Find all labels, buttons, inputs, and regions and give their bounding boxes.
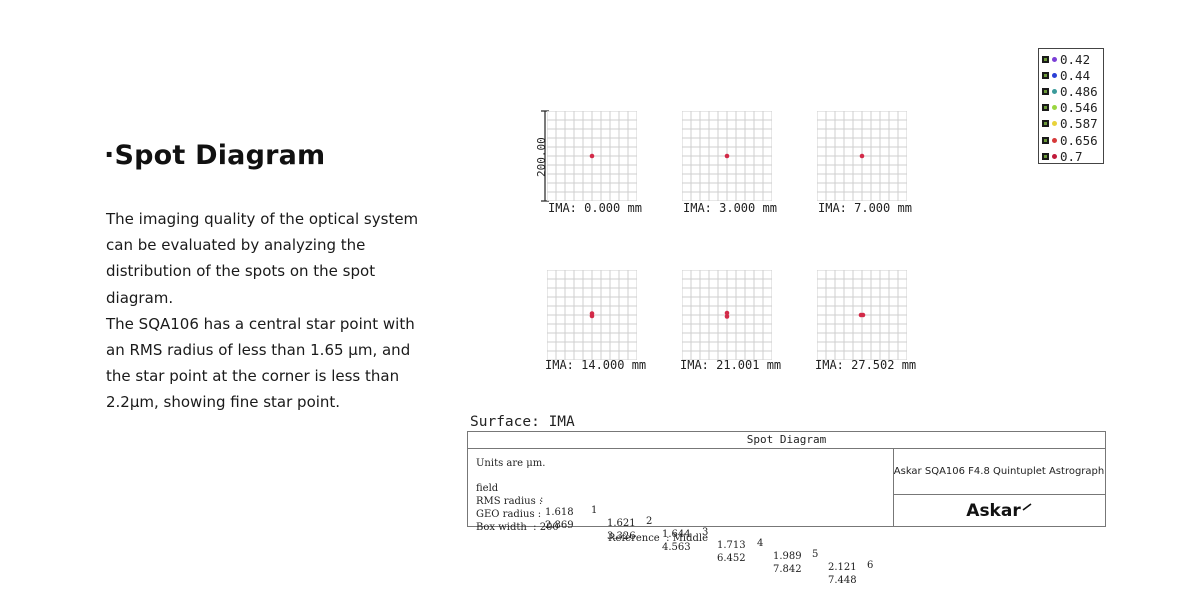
legend-marker-icon xyxy=(1042,120,1049,128)
legend-item: 0.42 xyxy=(1039,51,1103,67)
legend-dot-icon xyxy=(1052,153,1057,159)
legend-label: 0.44 xyxy=(1060,67,1091,83)
spot-grid-4 xyxy=(547,270,637,360)
row-colon: : xyxy=(540,494,544,505)
description-paragraph-1: The imaging quality of the optical syste… xyxy=(106,210,419,307)
legend-marker-icon xyxy=(1042,71,1049,79)
spot-grid-1 xyxy=(547,111,637,201)
row-label: RMS radius : xyxy=(476,496,543,507)
rms-value: 1.618 xyxy=(545,507,574,518)
legend-marker-icon xyxy=(1042,152,1049,160)
brand-logo: Askar xyxy=(893,495,1105,526)
units-line: Units are μm. xyxy=(476,458,546,469)
legend-dot-icon xyxy=(1052,121,1057,127)
legend-label: 0.546 xyxy=(1060,100,1098,116)
spot-point xyxy=(860,312,866,318)
spot-point xyxy=(859,153,865,159)
spot-point xyxy=(589,153,595,159)
field-label-3: IMA: 7.000 mm xyxy=(818,201,912,215)
field-value: 4 xyxy=(757,538,764,549)
legend-label: 0.587 xyxy=(1060,116,1098,132)
box-width: Box width : 200 xyxy=(476,522,559,533)
spot-point xyxy=(724,314,730,319)
legend-dot-icon xyxy=(1052,88,1057,94)
brand-name: Askar xyxy=(966,500,1021,521)
page-title: ·Spot Diagram xyxy=(104,140,326,171)
rms-value: 2.121 xyxy=(828,562,857,573)
geo-value: 2.869 xyxy=(545,520,574,531)
geo-value: 6.452 xyxy=(717,553,746,564)
geo-value: 7.842 xyxy=(773,564,802,575)
geo-value: 3.326 xyxy=(607,531,636,542)
legend-label: 0.656 xyxy=(1060,132,1098,148)
legend-label: 0.486 xyxy=(1060,83,1098,99)
legend-item: 0.656 xyxy=(1039,132,1103,148)
legend-marker-icon xyxy=(1042,136,1049,144)
spot-point xyxy=(589,313,595,319)
spot-data-table: Spot Diagram Units are μm. field : 1 2 3… xyxy=(467,431,1106,586)
legend-marker-icon xyxy=(1042,104,1049,112)
box-width-row: Box width : 200 Reference : Middle xyxy=(476,511,886,544)
description: The imaging quality of the optical syste… xyxy=(106,206,426,416)
table-header: Spot Diagram xyxy=(468,432,1105,449)
geo-row: GEO radius : 2.869 3.326 4.563 6.452 7.8… xyxy=(476,498,886,586)
spot-grid-6 xyxy=(817,270,907,360)
brand-mark-icon xyxy=(1022,502,1032,511)
description-paragraph-2: The SQA106 has a central star point with… xyxy=(106,314,415,412)
field-label-1: IMA: 0.000 mm xyxy=(548,201,642,215)
rms-value: 1.713 xyxy=(717,540,746,551)
reference: Reference : Middle xyxy=(608,533,708,544)
field-value: 2 xyxy=(646,516,653,527)
rms-value: 1.621 xyxy=(607,518,636,529)
product-name: Askar SQA106 F4.8 Quintuplet Astrograph xyxy=(893,448,1105,495)
legend-label: 0.42 xyxy=(1060,51,1091,67)
legend-dot-icon xyxy=(1052,105,1057,111)
legend-item: 0.486 xyxy=(1039,83,1103,99)
spot-point xyxy=(724,153,730,159)
legend-item: 0.546 xyxy=(1039,100,1103,116)
field-value: 6 xyxy=(867,560,874,571)
spot-point xyxy=(724,310,730,316)
legend-dot-icon xyxy=(1052,72,1057,78)
legend-item: 0.44 xyxy=(1039,67,1103,83)
surface-label: Surface: IMA xyxy=(470,414,575,430)
legend-item: 0.7 xyxy=(1039,148,1103,164)
geo-value: 7.448 xyxy=(828,575,857,586)
field-row: field : 1 2 3 4 5 6 xyxy=(476,472,886,571)
row-label: field xyxy=(476,483,499,494)
rms-value: 1.644 xyxy=(662,529,691,540)
field-value: 5 xyxy=(812,549,819,560)
field-label-4: IMA: 14.000 mm xyxy=(545,358,647,372)
field-value: 1 xyxy=(591,505,598,516)
legend-item: 0.587 xyxy=(1039,116,1103,132)
legend-label: 0.7 xyxy=(1060,148,1083,164)
legend-dot-icon xyxy=(1052,137,1057,143)
legend-marker-icon xyxy=(1042,55,1049,63)
legend-marker-icon xyxy=(1042,87,1049,95)
field-label-5: IMA: 21.001 mm xyxy=(680,358,782,372)
field-label-2: IMA: 3.000 mm xyxy=(683,201,777,215)
field-value: 3 xyxy=(702,527,709,538)
spot-grid-5 xyxy=(682,270,772,360)
field-label-6: IMA: 27.502 mm xyxy=(815,358,917,372)
spot-grid-3 xyxy=(817,111,907,201)
wavelength-legend: 0.42 0.44 0.486 0.546 0.587 0.656 0.7 xyxy=(1038,48,1104,164)
rms-value: 1.989 xyxy=(773,551,802,562)
spot-grid-2 xyxy=(682,111,772,201)
geo-value: 4.563 xyxy=(662,542,691,553)
table-values-cell: Units are μm. field : 1 2 3 4 5 6 RMS ra… xyxy=(468,448,894,586)
legend-dot-icon xyxy=(1052,56,1057,62)
rms-row: RMS radius : 1.618 1.621 1.644 1.713 1.9… xyxy=(476,485,886,573)
row-label: GEO radius : xyxy=(476,509,542,520)
